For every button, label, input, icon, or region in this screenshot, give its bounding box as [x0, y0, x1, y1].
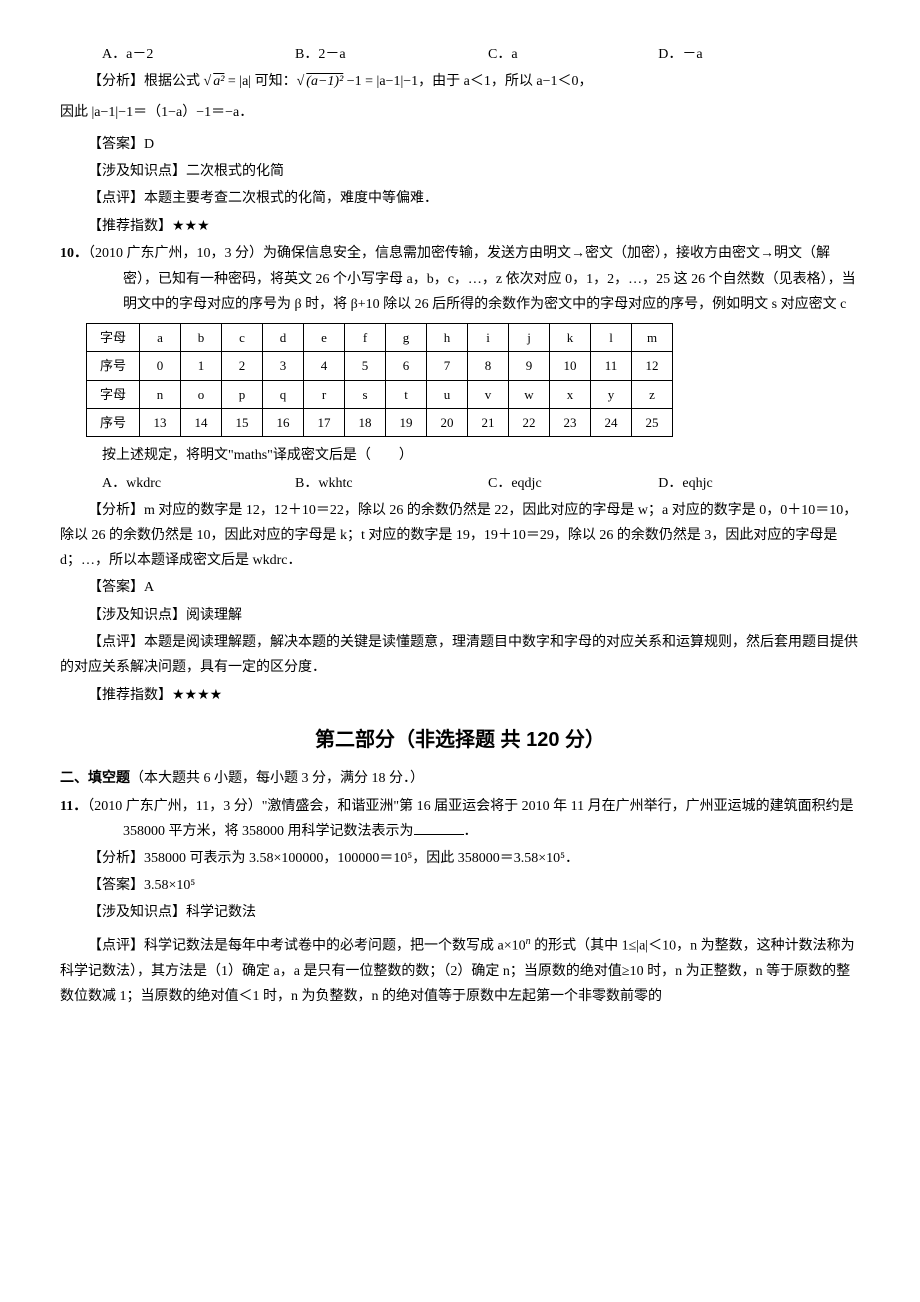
table-row-nums-1: 序号 0123456789101112 — [87, 352, 673, 380]
q11-analysis: 【分析】358000 可表示为 3.58×100000，100000＝10⁵，因… — [60, 846, 860, 871]
q11-number: 11． — [60, 799, 87, 814]
q10-kp: 【涉及知识点】阅读理解 — [60, 603, 860, 628]
table-row-letters-1: 字母 abcdefghijklm — [87, 323, 673, 351]
q10-analysis: 【分析】m 对应的数字是 12，12＋10＝22，除以 26 的余数仍然是 22… — [60, 498, 860, 574]
q11-stem: 11．（2010 广东广州，11，3 分）"激情盛会，和谐亚洲"第 16 届亚运… — [60, 794, 860, 844]
q9-options: A．a－2 B．2－a C．a D．－a — [60, 42, 860, 67]
q9-analysis-line1: 【分析】根据公式 √a² = |a| 可知：√(a−1)² −1 = |a−1|… — [60, 69, 860, 94]
q10-opt-a: A．wkdrc — [102, 471, 292, 496]
q10-opt-c: C．eqdjc — [488, 471, 655, 496]
q9-analysis-line2: 因此 |a−1|−1＝（1−a）−1＝−a． — [60, 100, 860, 125]
part2-heading: 二、填空题 — [60, 771, 130, 786]
section-2-title: 第二部分（非选择题 共 120 分） — [60, 722, 860, 758]
table-row-letters-2: 字母 nopqrstuvwxyz — [87, 380, 673, 408]
page-content: A．a－2 B．2－a C．a D．－a 【分析】根据公式 √a² = |a| … — [60, 42, 860, 1010]
q10-opt-b: B．wkhtc — [295, 471, 485, 496]
analysis-label: 【分析】 — [88, 74, 144, 89]
part2-heading-line: 二、填空题（本大题共 6 小题，每小题 3 分，满分 18 分．） — [60, 766, 860, 791]
q11-kp: 【涉及知识点】科学记数法 — [60, 900, 860, 925]
q9-answer: 【答案】D — [60, 132, 860, 157]
q10-opt-d: D．eqhjc — [658, 471, 810, 496]
q9-opt-c: C．a — [488, 42, 655, 67]
q11-comment: 【点评】科学记数法是每年中考试卷中的必考问题，把一个数写成 a×10n 的形式（… — [60, 933, 860, 1009]
q9-kp: 【涉及知识点】二次根式的化简 — [60, 159, 860, 184]
q10-stem: 10．（2010 广东广州，10，3 分）为确保信息安全，信息需加密传输，发送方… — [60, 241, 860, 317]
q10-comment: 【点评】本题是阅读理解题，解决本题的关键是读懂题意，理清题目中数字和字母的对应关… — [60, 630, 860, 680]
cipher-table: 字母 abcdefghijklm 序号 0123456789101112 字母 … — [86, 323, 673, 438]
q10-answer: 【答案】A — [60, 575, 860, 600]
q9-opt-d: D．－a — [658, 42, 810, 67]
q9-rec: 【推荐指数】★★★ — [60, 213, 860, 239]
q11-answer: 【答案】3.58×10⁵ — [60, 873, 860, 898]
part2-desc: （本大题共 6 小题，每小题 3 分，满分 18 分．） — [130, 771, 424, 786]
q9-opt-b: B．2－a — [295, 42, 485, 67]
q10-number: 10． — [60, 246, 88, 261]
fill-blank — [414, 834, 464, 835]
table-row-nums-2: 序号 13141516171819202122232425 — [87, 409, 673, 437]
q9-comment: 【点评】本题主要考查二次根式的化简，难度中等偏难． — [60, 186, 860, 211]
q10-stem2: 按上述规定，将明文"maths"译成密文后是（ ） — [60, 443, 860, 468]
q10-options: A．wkdrc B．wkhtc C．eqdjc D．eqhjc — [60, 471, 860, 496]
q9-opt-a: A．a－2 — [102, 42, 292, 67]
q10-rec: 【推荐指数】★★★★ — [60, 682, 860, 708]
